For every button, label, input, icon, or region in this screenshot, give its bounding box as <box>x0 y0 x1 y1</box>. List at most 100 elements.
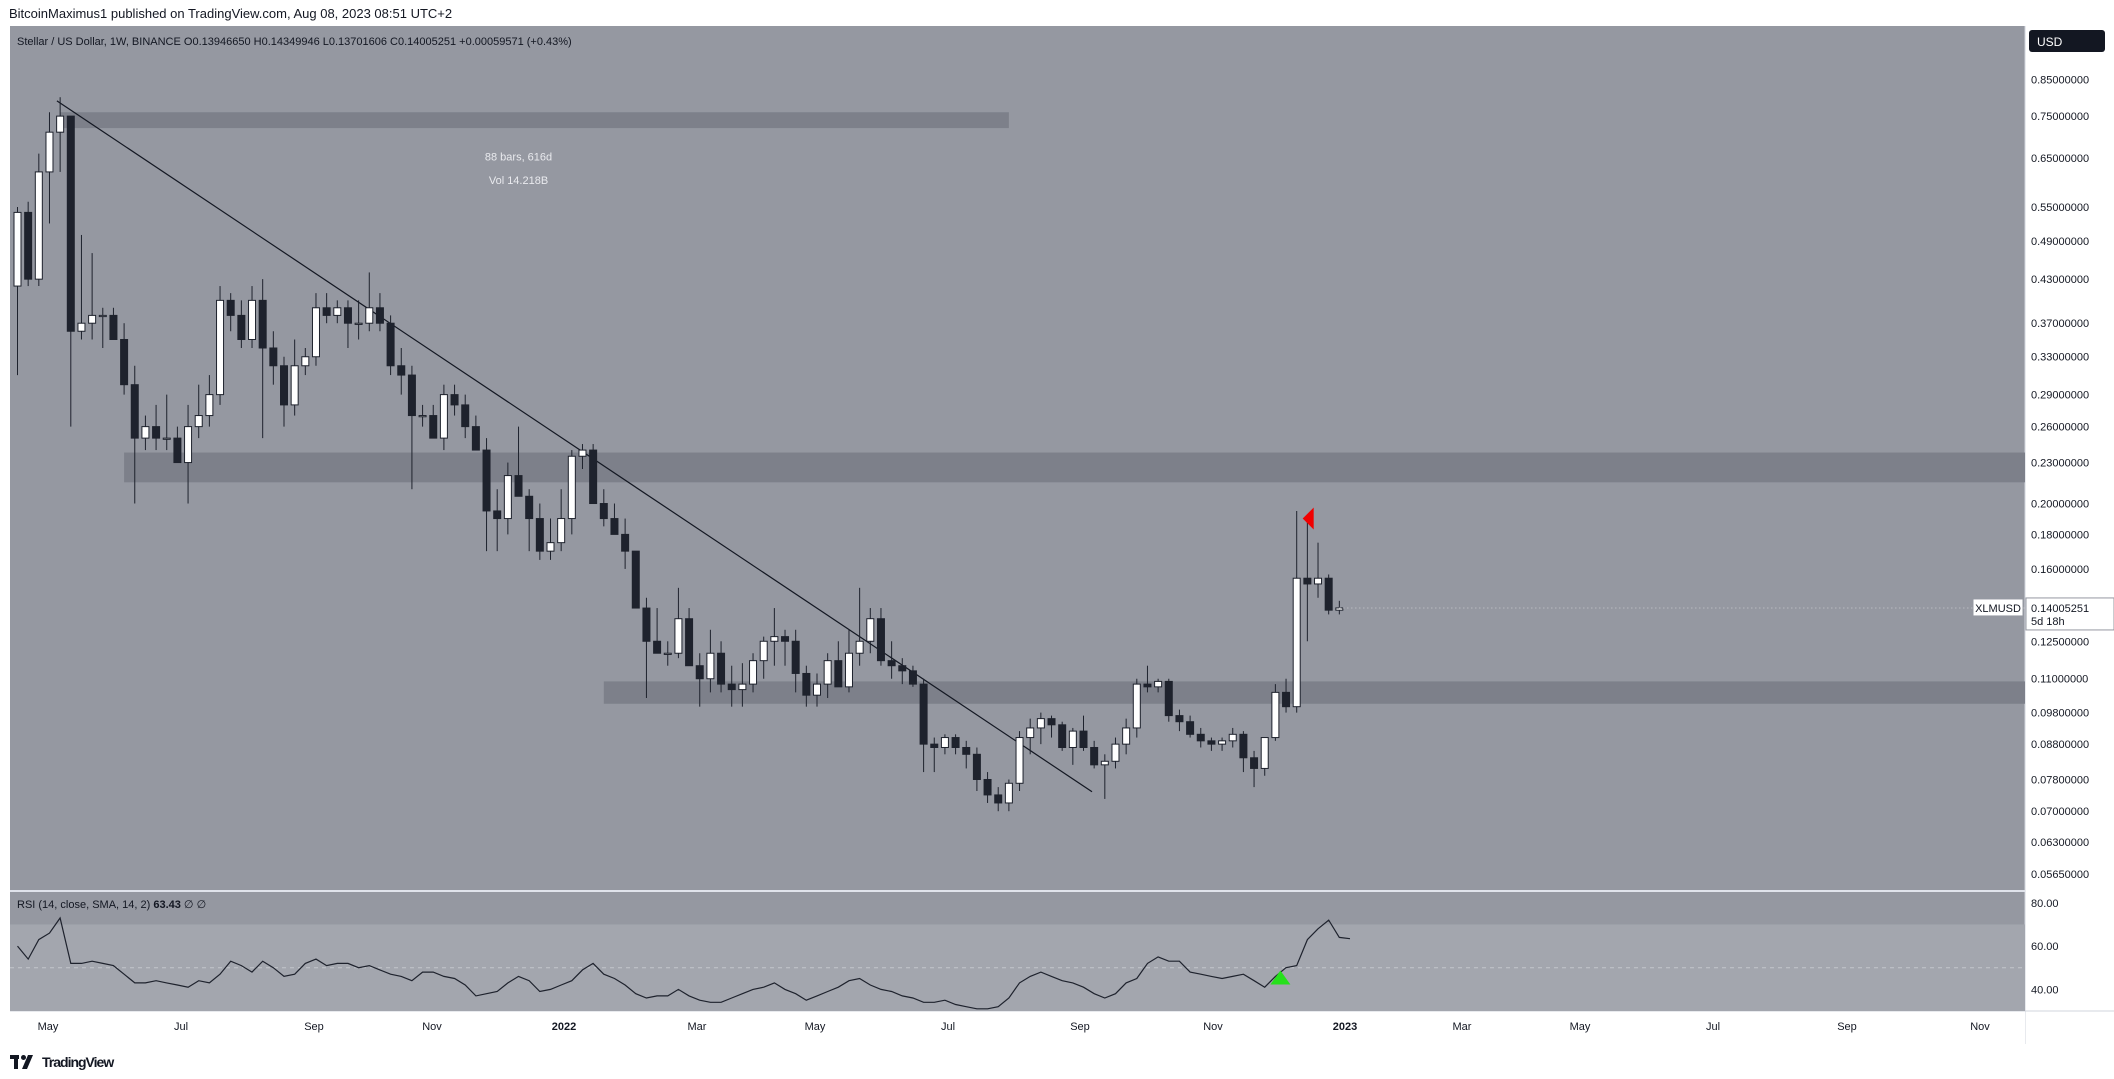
candle-body <box>1324 577 1333 611</box>
candle-body <box>1282 691 1291 708</box>
green-triangle-up-icon <box>1270 970 1291 985</box>
candle <box>1186 715 1195 738</box>
candle-body <box>994 794 1003 804</box>
candle-body <box>663 652 672 655</box>
footer-branding[interactable]: TradingView <box>10 1050 114 1074</box>
candle-body <box>1079 730 1088 748</box>
candle <box>290 339 299 416</box>
candle <box>1004 779 1013 812</box>
candle <box>599 489 608 527</box>
candle-body <box>98 314 107 318</box>
candle-body <box>695 665 704 680</box>
candle-body <box>386 322 395 367</box>
candle <box>674 587 683 659</box>
price-tick-label: 0.33000000 <box>2031 352 2089 364</box>
candle-body <box>375 307 384 324</box>
candle-body <box>514 475 523 497</box>
candle <box>749 653 758 693</box>
measure-bars-label: 88 bars, 616d <box>485 151 552 163</box>
support-resistance-zone-upper <box>124 452 2026 483</box>
candle-body <box>1228 733 1237 742</box>
price-tick-label: 0.55000000 <box>2031 202 2089 214</box>
legend-o-value: 0.13946650 <box>192 36 253 48</box>
candle <box>333 300 342 324</box>
currency-usd-button[interactable]: USD <box>2029 30 2105 52</box>
candle <box>525 489 534 552</box>
candle <box>1164 678 1173 722</box>
candle-body <box>429 415 438 439</box>
price-tick-label: 0.43000000 <box>2031 274 2089 286</box>
candle <box>1271 684 1280 741</box>
measure-volume-label: Vol 14.218B <box>489 175 548 187</box>
candle-body <box>908 670 917 685</box>
candle <box>152 404 161 451</box>
candle-body <box>1250 757 1259 769</box>
candle-body <box>418 415 427 418</box>
candle-body <box>1122 727 1131 745</box>
candle <box>1068 727 1077 765</box>
candle-body <box>738 683 747 691</box>
legend-h-key: H <box>254 36 262 48</box>
candle <box>898 658 907 685</box>
candle-body <box>77 322 86 332</box>
candle <box>1079 715 1088 751</box>
time-tick-label: Jul <box>174 1021 188 1033</box>
candle <box>685 608 694 667</box>
price-tick-label: 0.09800000 <box>2031 708 2089 720</box>
rsi-tick-label: 60.00 <box>2031 941 2059 953</box>
price-tick-label: 0.85000000 <box>2031 74 2089 86</box>
candle-body <box>130 384 139 439</box>
candle <box>770 608 779 666</box>
time-tick-label: Jul <box>1706 1021 1720 1033</box>
plot-background <box>10 26 2025 1011</box>
candle <box>940 734 949 755</box>
price-tick-label: 0.29000000 <box>2031 390 2089 402</box>
candle <box>56 97 65 172</box>
candle <box>248 286 257 348</box>
candle <box>407 365 416 490</box>
rsi-band <box>10 924 2025 1011</box>
candle <box>237 300 246 348</box>
candle-body <box>311 307 320 358</box>
candle <box>1026 718 1035 755</box>
candle <box>791 629 800 693</box>
candle-body <box>930 743 939 748</box>
candle-body <box>972 753 981 780</box>
rsi-legend-value: 63.43 <box>153 899 181 911</box>
candle <box>120 323 129 395</box>
candle-body <box>557 518 566 544</box>
price-tick-label: 0.49000000 <box>2031 236 2089 248</box>
candle <box>653 608 662 654</box>
price-tick-label: 0.23000000 <box>2031 458 2089 470</box>
candle <box>184 404 193 504</box>
candle-body <box>322 307 331 316</box>
time-tick-label: Nov <box>1203 1021 1223 1033</box>
price-tick-label: 0.06300000 <box>2031 837 2089 849</box>
candle-body <box>567 455 576 520</box>
candle <box>1111 737 1120 769</box>
candle <box>919 678 928 773</box>
candle-body <box>642 607 651 642</box>
candle <box>109 307 118 340</box>
rsi-legend-extra: ∅ ∅ <box>181 899 206 911</box>
candle <box>1122 718 1131 755</box>
candle <box>13 207 22 376</box>
candle-body <box>919 683 928 745</box>
candles-group <box>13 97 1344 812</box>
price-tag-countdown: 5d 18h <box>2031 616 2065 628</box>
candle-body <box>823 660 832 685</box>
candle-body <box>578 449 587 457</box>
candle <box>1154 678 1163 693</box>
candle-body <box>450 394 459 406</box>
candle <box>1015 731 1024 791</box>
candle <box>631 550 640 609</box>
candle-body <box>194 415 203 428</box>
candle <box>418 404 427 427</box>
candle-body <box>248 299 257 340</box>
candle-body <box>162 437 171 440</box>
legend-c-key: C <box>390 36 398 48</box>
legend-c-value: 0.14005251 <box>398 36 459 48</box>
candle-body <box>184 426 193 464</box>
